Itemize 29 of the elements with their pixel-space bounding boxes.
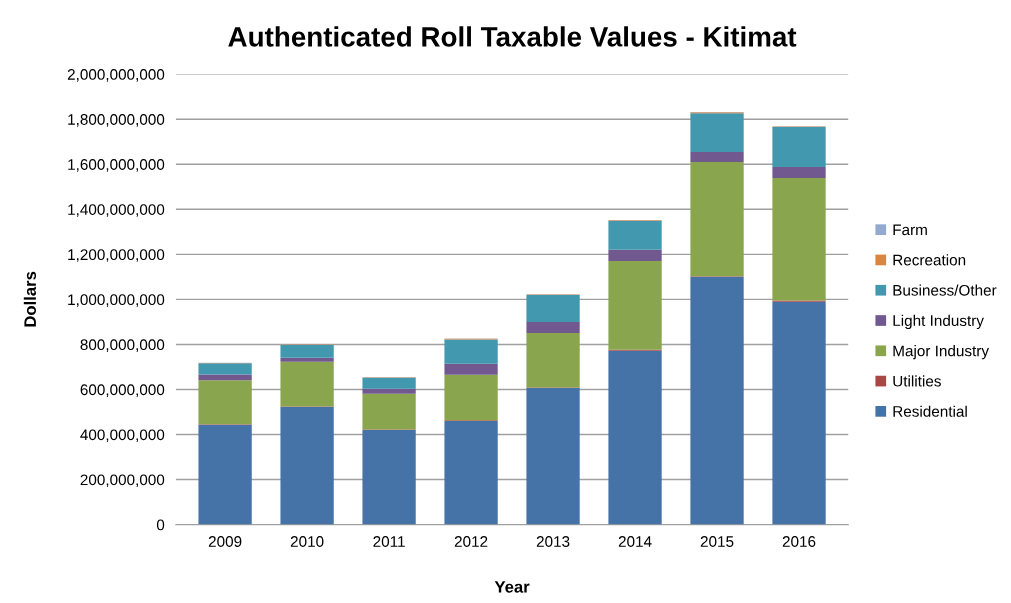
x-tick-label: 2015 xyxy=(700,536,734,547)
x-axis-title: Year xyxy=(494,581,530,593)
legend-label: Major Industry xyxy=(893,345,989,360)
x-tick-label: 2013 xyxy=(536,536,570,547)
legend-label: Light Industry xyxy=(893,314,984,330)
y-tick-label: 2,000,000,000 xyxy=(67,69,165,82)
chart-title: Authenticated Roll Taxable Values - Kitimat xyxy=(228,26,797,47)
y-tick-label: 1,800,000,000 xyxy=(68,114,165,127)
y-axis-title: Dollars xyxy=(23,271,37,327)
legend-label: Utilities xyxy=(893,375,941,387)
y-tick-label: 0 xyxy=(156,519,165,531)
legend-label: Residential xyxy=(893,405,967,417)
x-tick-label: 2014 xyxy=(618,536,652,547)
x-tick-label: 2012 xyxy=(454,536,488,547)
y-tick-label: 200,000,000 xyxy=(80,474,165,488)
y-tick-label: 1,400,000,000 xyxy=(68,204,165,217)
x-tick-label: 2016 xyxy=(782,536,816,547)
legend-label: Business/Other xyxy=(893,284,997,296)
x-tick-label: 2010 xyxy=(290,536,324,547)
y-tick-label: 400,000,000 xyxy=(80,429,165,443)
y-tick-label: 1,000,000,000 xyxy=(68,294,165,307)
x-tick-label: 2011 xyxy=(373,536,405,547)
y-tick-label: 800,000,000 xyxy=(80,339,165,352)
x-tick-label: 2009 xyxy=(208,536,242,547)
legend-label: Recreation xyxy=(893,254,966,266)
y-tick-label: 600,000,000 xyxy=(80,384,165,397)
y-tick-label: 1,600,000,000 xyxy=(68,159,165,172)
legend-label: Farm xyxy=(893,224,927,236)
y-tick-label: 1,200,000,000 xyxy=(68,249,165,262)
